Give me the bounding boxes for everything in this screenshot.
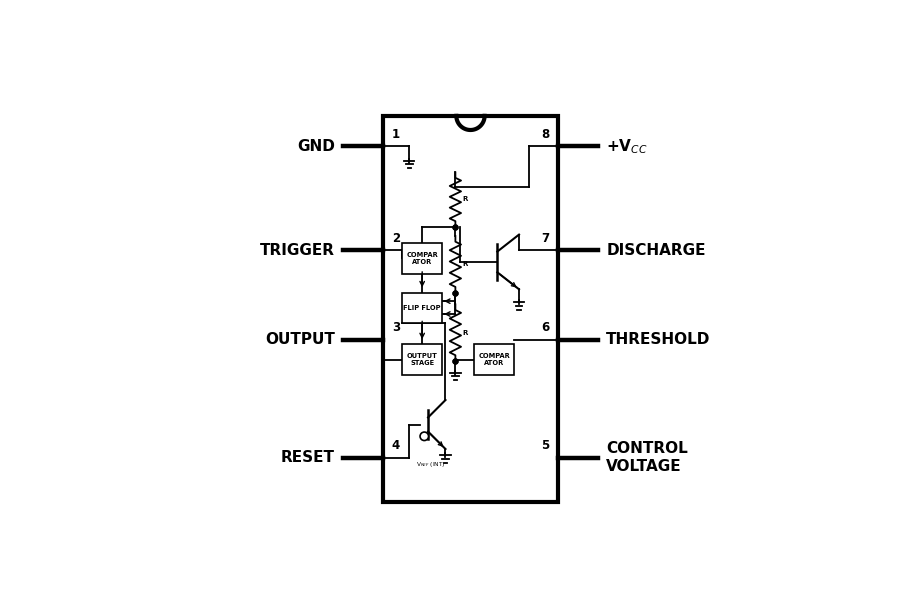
Text: +V$_{CC}$: +V$_{CC}$ <box>606 137 648 156</box>
Text: COMPAR
ATOR: COMPAR ATOR <box>478 353 510 366</box>
Text: FLIP FLOP: FLIP FLOP <box>403 305 441 311</box>
Text: CONTROL
VOLTAGE: CONTROL VOLTAGE <box>606 441 688 474</box>
Text: 2: 2 <box>392 231 400 245</box>
Text: 7: 7 <box>541 231 549 245</box>
Text: TRIGGER: TRIGGER <box>260 242 335 258</box>
Circle shape <box>420 432 429 441</box>
Text: R: R <box>462 196 467 203</box>
FancyBboxPatch shape <box>402 345 442 375</box>
Text: V$_{REF}$ (INT): V$_{REF}$ (INT) <box>416 460 445 469</box>
Text: 4: 4 <box>392 439 400 452</box>
FancyBboxPatch shape <box>475 345 514 375</box>
Text: 6: 6 <box>541 321 549 334</box>
Text: 3: 3 <box>392 321 400 334</box>
Text: 5: 5 <box>541 439 549 452</box>
Text: 1: 1 <box>392 128 400 141</box>
Text: GND: GND <box>297 139 335 154</box>
Text: OUTPUT: OUTPUT <box>265 332 335 347</box>
Text: COMPAR
ATOR: COMPAR ATOR <box>407 252 438 265</box>
Text: RESET: RESET <box>281 450 335 465</box>
Text: 8: 8 <box>541 128 549 141</box>
Text: OUTPUT
STAGE: OUTPUT STAGE <box>407 353 438 366</box>
Text: DISCHARGE: DISCHARGE <box>606 242 706 258</box>
Text: THRESHOLD: THRESHOLD <box>606 332 711 347</box>
Text: R: R <box>462 261 467 267</box>
FancyBboxPatch shape <box>384 116 557 502</box>
Text: R: R <box>462 330 467 335</box>
FancyBboxPatch shape <box>402 243 442 274</box>
FancyBboxPatch shape <box>402 293 442 323</box>
